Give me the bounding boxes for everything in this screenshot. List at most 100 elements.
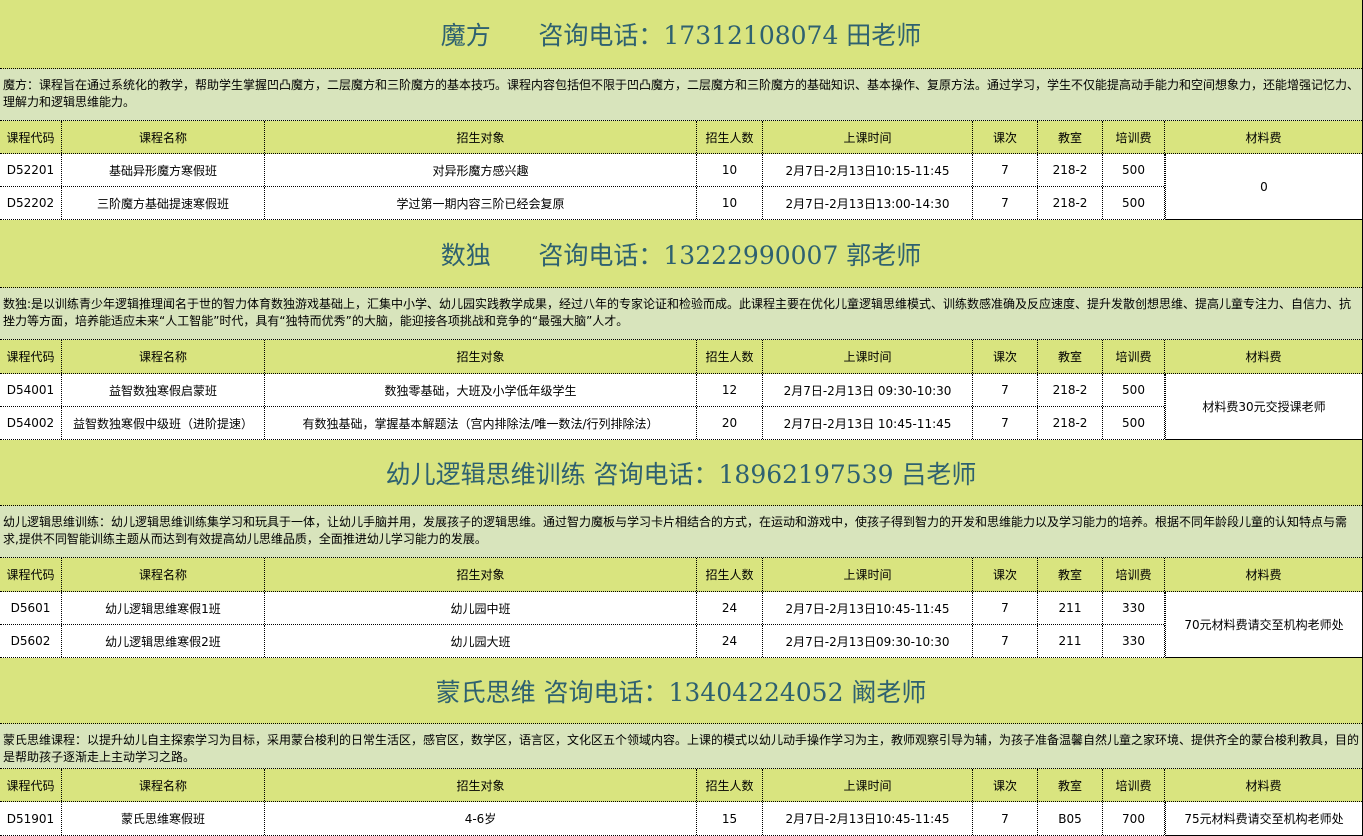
column-header-course-code: 课程代码: [0, 558, 62, 591]
cell-course-code[interactable]: D54002: [0, 407, 62, 439]
cell-sessions[interactable]: 7: [973, 407, 1038, 439]
cell-sessions[interactable]: 7: [973, 187, 1038, 219]
column-header-sessions: 课次: [973, 121, 1038, 153]
section-description: 魔方：课程旨在通过系统化的教学，帮助学生掌握凹凸魔方，二层魔方和三阶魔方的基本技…: [0, 69, 1362, 121]
cell-sessions[interactable]: 7: [973, 802, 1038, 835]
cell-class-time[interactable]: 2月7日-2月13日09:30-10:30: [763, 625, 973, 657]
cell-sessions[interactable]: 7: [973, 592, 1038, 624]
cell-material-fee[interactable]: 0: [1165, 154, 1362, 220]
cell-classroom[interactable]: 218-2: [1038, 407, 1103, 439]
column-header-sessions: 课次: [973, 769, 1038, 801]
cell-course-name[interactable]: 益智数独寒假启蒙班: [62, 374, 265, 406]
cell-sessions[interactable]: 7: [973, 625, 1038, 657]
cell-classroom[interactable]: 218-2: [1038, 154, 1103, 186]
cell-course-code[interactable]: D54001: [0, 374, 62, 406]
cell-enrollment[interactable]: 24: [697, 592, 763, 624]
column-header-sessions: 课次: [973, 340, 1038, 373]
cell-course-code[interactable]: D51901: [0, 802, 62, 835]
cell-classroom[interactable]: 211: [1038, 625, 1103, 657]
cell-classroom[interactable]: 211: [1038, 592, 1103, 624]
column-header-course-name: 课程名称: [62, 121, 265, 153]
cell-target-students[interactable]: 幼儿园大班: [265, 625, 697, 657]
cell-target-students[interactable]: 数独零基础，大班及小学低年级学生: [265, 374, 697, 406]
table-row[interactable]: D5602 幼儿逻辑思维寒假2班 幼儿园大班 24 2月7日-2月13日09:30-10…: [0, 625, 1362, 658]
cell-class-time[interactable]: 2月7日-2月13日13:00-14:30: [763, 187, 973, 219]
cell-tuition[interactable]: 330: [1103, 592, 1165, 624]
cell-sessions[interactable]: 7: [973, 154, 1038, 186]
table-header-row: 课程代码 课程名称 招生对象 招生人数 上课时间 课次 教室 培训费 材料费: [0, 558, 1362, 592]
cell-class-time[interactable]: 2月7日-2月13日10:15-11:45: [763, 154, 973, 186]
section-description: 数独:是以训练青少年逻辑推理闻名于世的智力体育数独游戏基础上，汇集中小学、幼儿园…: [0, 288, 1362, 340]
column-header-class-time: 上课时间: [763, 769, 973, 801]
cell-course-name[interactable]: 三阶魔方基础提速寒假班: [62, 187, 265, 219]
cell-class-time[interactable]: 2月7日-2月13日 09:30-10:30: [763, 374, 973, 406]
cell-course-name[interactable]: 幼儿逻辑思维寒假1班: [62, 592, 265, 624]
cell-classroom[interactable]: 218-2: [1038, 187, 1103, 219]
cell-enrollment[interactable]: 15: [697, 802, 763, 835]
section-title: 幼儿逻辑思维训练 咨询电话：18962197539 吕老师: [0, 440, 1362, 506]
cell-class-time[interactable]: 2月7日-2月13日 10:45-11:45: [763, 407, 973, 439]
cell-target-students[interactable]: 幼儿园中班: [265, 592, 697, 624]
cell-class-time[interactable]: 2月7日-2月13日10:45-11:45: [763, 592, 973, 624]
cell-material-fee[interactable]: 75元材料费请交至机构老师处: [1165, 802, 1362, 836]
cell-classroom[interactable]: 218-2: [1038, 374, 1103, 406]
cell-course-name[interactable]: 蒙氏思维寒假班: [62, 802, 265, 835]
table-row[interactable]: D5601 幼儿逻辑思维寒假1班 幼儿园中班 24 2月7日-2月13日10:45-11…: [0, 592, 1362, 625]
column-header-tuition: 培训费: [1103, 121, 1165, 153]
cell-course-code[interactable]: D5602: [0, 625, 62, 657]
cell-course-code[interactable]: D52202: [0, 187, 62, 219]
cell-course-code[interactable]: D5601: [0, 592, 62, 624]
cell-enrollment[interactable]: 10: [697, 154, 763, 186]
cell-tuition[interactable]: 500: [1103, 407, 1165, 439]
cell-course-name[interactable]: 益智数独寒假中级班（进阶提速）: [62, 407, 265, 439]
table-header-row: 课程代码 课程名称 招生对象 招生人数 上课时间 课次 教室 培训费 材料费: [0, 769, 1362, 802]
cell-tuition[interactable]: 500: [1103, 154, 1165, 186]
cell-enrollment[interactable]: 24: [697, 625, 763, 657]
column-header-material-fee: 材料费: [1245, 130, 1282, 145]
section-description: 蒙氏思维课程：以提升幼儿自主探索学习为目标，采用蒙台梭利的日常生活区，感官区，数…: [0, 724, 1362, 769]
table-row[interactable]: D52201 基础异形魔方寒假班 对异形魔方感兴趣 10 2月7日-2月13日10:15…: [0, 154, 1362, 187]
cell-material-fee[interactable]: 材料费30元交授课老师: [1165, 374, 1362, 440]
cell-tuition[interactable]: 330: [1103, 625, 1165, 657]
section-title: 魔方 咨询电话：17312108074 田老师: [0, 0, 1362, 69]
cell-enrollment[interactable]: 12: [697, 374, 763, 406]
column-header-class-time: 上课时间: [763, 121, 973, 153]
cell-target-students[interactable]: 4-6岁: [265, 802, 697, 835]
column-header-class-time: 上课时间: [763, 340, 973, 373]
table-row[interactable]: D54002 益智数独寒假中级班（进阶提速） 有数独基础，掌握基本解题法（宫内排除法…: [0, 407, 1362, 440]
table-row[interactable]: D51901 蒙氏思维寒假班 4-6岁 15 2月7日-2月13日10:45-11:45…: [0, 802, 1362, 836]
section-title: 数独 咨询电话：13222990007 郭老师: [0, 220, 1362, 288]
column-header-target-students: 招生对象: [265, 340, 697, 373]
column-header-enrollment: 招生人数: [697, 558, 763, 591]
cell-class-time[interactable]: 2月7日-2月13日10:45-11:45: [763, 802, 973, 835]
cell-tuition[interactable]: 500: [1103, 374, 1165, 406]
cell-enrollment[interactable]: 10: [697, 187, 763, 219]
column-header-tuition: 培训费: [1103, 558, 1165, 591]
cell-course-name[interactable]: 幼儿逻辑思维寒假2班: [62, 625, 265, 657]
column-header-enrollment: 招生人数: [697, 769, 763, 801]
column-header-classroom: 教室: [1038, 769, 1103, 801]
column-header-course-code: 课程代码: [0, 340, 62, 373]
column-header-course-name: 课程名称: [62, 558, 265, 591]
column-header-class-time: 上课时间: [763, 558, 973, 591]
course-section: 魔方 咨询电话：17312108074 田老师 魔方：课程旨在通过系统化的教学，帮…: [0, 0, 1362, 220]
cell-target-students[interactable]: 学过第一期内容三阶已经会复原: [265, 187, 697, 219]
cell-target-students[interactable]: 对异形魔方感兴趣: [265, 154, 697, 186]
cell-course-name[interactable]: 基础异形魔方寒假班: [62, 154, 265, 186]
column-header-course-code: 课程代码: [0, 769, 62, 801]
column-header-material-fee: 材料费: [1245, 350, 1282, 364]
table-row[interactable]: D54001 益智数独寒假启蒙班 数独零基础，大班及小学低年级学生 12 2月7日-2月…: [0, 374, 1362, 407]
column-header-course-name: 课程名称: [62, 769, 265, 801]
cell-enrollment[interactable]: 20: [697, 407, 763, 439]
cell-tuition[interactable]: 700: [1103, 802, 1165, 835]
cell-tuition[interactable]: 500: [1103, 187, 1165, 219]
cell-sessions[interactable]: 7: [973, 374, 1038, 406]
cell-target-students[interactable]: 有数独基础，掌握基本解题法（宫内排除法/唯一数法/行列排除法）: [265, 407, 697, 439]
cell-material-fee[interactable]: 70元材料费请交至机构老师处: [1165, 592, 1362, 658]
section-title: 蒙氏思维 咨询电话：13404224052 阚老师: [0, 658, 1362, 724]
cell-classroom[interactable]: B05: [1038, 802, 1103, 835]
column-header-enrollment: 招生人数: [697, 340, 763, 373]
cell-course-code[interactable]: D52201: [0, 154, 62, 186]
table-row[interactable]: D52202 三阶魔方基础提速寒假班 学过第一期内容三阶已经会复原 10 2月7日-2月…: [0, 187, 1362, 220]
